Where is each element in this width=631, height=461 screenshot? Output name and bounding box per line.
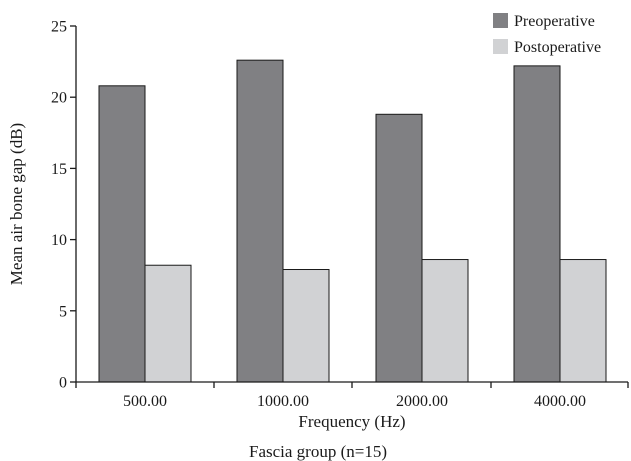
- y-axis-title: Mean air bone gap (dB): [7, 123, 26, 285]
- bar-postoperative: [421, 259, 469, 383]
- legend-swatch: [493, 13, 508, 28]
- bar-preoperative: [236, 59, 284, 383]
- x-ticks: 500.00 1000.00 2000.00 4000.00: [75, 382, 629, 410]
- bar-preoperative: [98, 85, 146, 383]
- chart-subtitle: Fascia group (n=15): [249, 442, 387, 461]
- x-tick-label: 1000.00: [257, 393, 309, 410]
- legend: Preoperative Postoperative: [493, 13, 601, 56]
- legend-label: Preoperative: [514, 13, 595, 30]
- bar-preoperative: [375, 113, 423, 383]
- bar-postoperative: [559, 259, 607, 383]
- legend-swatch: [493, 39, 508, 54]
- y-tick-label: 0: [59, 375, 67, 392]
- y-tick-label: 20: [51, 90, 67, 107]
- x-tick-label: 4000.00: [534, 393, 586, 410]
- x-tick-label: 2000.00: [396, 393, 448, 410]
- y-tick-label: 5: [59, 303, 67, 320]
- y-tick-label: 25: [51, 19, 67, 36]
- legend-label: Postoperative: [514, 39, 601, 56]
- bar-postoperative: [144, 264, 192, 383]
- y-tick-label: 10: [51, 232, 67, 249]
- x-axis-title: Frequency (Hz): [298, 412, 405, 431]
- x-tick-label: 500.00: [123, 393, 167, 410]
- bars-layer: [98, 59, 607, 383]
- bar-postoperative: [282, 269, 330, 383]
- y-tick-label: 15: [51, 161, 67, 178]
- y-ticks: 0 5 10 15 20 25: [51, 19, 76, 392]
- bar-preoperative: [513, 65, 561, 383]
